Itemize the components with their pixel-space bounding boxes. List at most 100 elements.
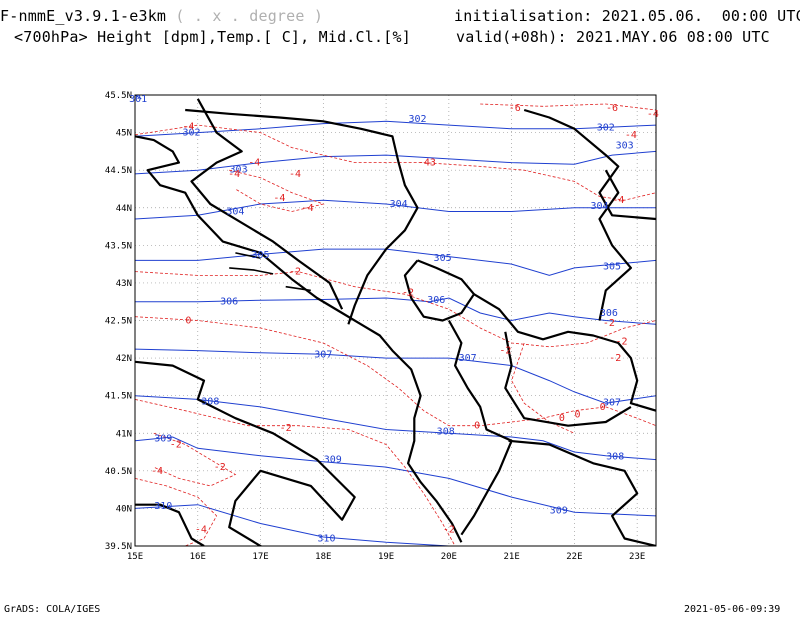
temp-label: -4 [248, 158, 260, 169]
height-label: 309 [154, 434, 172, 445]
temp-label: -2 [499, 346, 511, 357]
height-label: 308 [437, 427, 455, 438]
height-label: 301 [129, 94, 147, 105]
boundary-line [135, 360, 356, 546]
temp-label: -4 [151, 466, 163, 477]
temp-label: -2 [170, 440, 182, 451]
temp-label: -4 [302, 203, 314, 214]
temp-label: -6 [606, 103, 618, 114]
temp-label: -2 [603, 318, 615, 329]
temp-contour-line [135, 271, 656, 348]
height-contour-line [135, 95, 142, 100]
map-frame [134, 94, 657, 547]
valid-value: 2021.MAY.06 08:00 UTC [576, 28, 770, 46]
boundary-line [190, 98, 344, 310]
temp-label: -4 [612, 195, 624, 206]
height-label: 303 [230, 164, 248, 175]
temp-label: -2 [214, 462, 226, 473]
temp-label: 0 [575, 409, 581, 420]
boundary-line [508, 439, 656, 546]
boundary-line [135, 503, 205, 546]
init-time: initialisation: 2021.05.06. 00:00 UTC [454, 7, 800, 25]
lat-tick-label: 43N [116, 279, 132, 289]
lat-tick-label: 42.5N [105, 317, 132, 327]
model-title: F-nmmE_v3.9.1-e3km ( . x . degree ) [0, 7, 323, 25]
lat-tick-label: 44N [116, 204, 132, 214]
height-label: 306 [220, 297, 238, 308]
temp-contour-line [135, 478, 218, 546]
height-label: 308 [201, 397, 219, 408]
height-label: 305 [434, 253, 452, 264]
temp-label: -4 [273, 193, 285, 204]
lat-tick-label: 41.5N [105, 392, 132, 402]
temp-label: 0 [474, 421, 480, 432]
lon-tick-label: 20E [441, 552, 457, 562]
temp-contour-line [135, 124, 656, 201]
lat-tick-label: 45.5N [105, 91, 132, 101]
temp-contour-line [153, 432, 237, 487]
lon-tick-label: 21E [503, 552, 519, 562]
units-note: ( . x . degree ) [175, 7, 324, 25]
temp-label: 0 [185, 316, 191, 327]
height-label: 310 [154, 501, 172, 512]
height-contour-line [135, 199, 656, 220]
height-label: 306 [427, 295, 445, 306]
height-label: 302 [408, 114, 426, 125]
temp-label: -2 [289, 267, 301, 278]
height-label: 302 [597, 122, 615, 133]
coastlines-borders [135, 98, 656, 546]
lon-tick-label: 18E [315, 552, 331, 562]
height-label: 304 [226, 207, 244, 218]
temp-contour-line [135, 399, 456, 546]
temp-label: 0 [559, 413, 565, 424]
lon-tick-label: 16E [190, 552, 206, 562]
height-label: 306 [600, 308, 618, 319]
boundary-line [447, 319, 513, 536]
height-label: 308 [606, 452, 624, 463]
height-contours [135, 95, 656, 546]
temp-label: -4 [195, 524, 207, 535]
temp-contour-line [480, 103, 656, 111]
variables-title: <700hPa> Height [dpm],Temp.[ C], Mid.Cl.… [14, 28, 411, 46]
temp-label: -2 [402, 288, 414, 299]
temp-label: -4 [289, 169, 301, 180]
height-label: 307 [603, 397, 621, 408]
island-outline [235, 252, 261, 259]
boundary-line [473, 293, 656, 412]
lat-tick-label: 39.5N [105, 542, 132, 552]
temp-label: 0 [600, 402, 606, 413]
height-label: 303 [616, 140, 634, 151]
valid-label: valid(+08h): [456, 28, 567, 46]
temp-contour-line [229, 169, 325, 212]
temp-label: -43 [418, 158, 436, 169]
height-label: 305 [252, 250, 270, 261]
lon-tick-label: 23E [629, 552, 645, 562]
temp-label: -2 [443, 524, 455, 535]
lat-tick-label: 45N [116, 129, 132, 139]
lon-tick-label: 17E [252, 552, 268, 562]
temp-label: -6 [509, 103, 521, 114]
temp-label: -2 [615, 337, 627, 348]
init-value: 2021.05.06. 00:00 UTC [601, 7, 800, 25]
lat-tick-label: 40N [116, 504, 132, 514]
model-name: F-nmmE_v3.9.1-e3km [0, 7, 167, 25]
init-label: initialisation: [454, 7, 593, 25]
island-outline [229, 267, 274, 275]
height-contour-line [135, 504, 449, 546]
temp-contour-line [511, 342, 575, 434]
lon-tick-label: 19E [378, 552, 394, 562]
temp-label: -4 [647, 109, 659, 120]
lat-tick-label: 43.5N [105, 241, 132, 251]
height-contour-line [135, 348, 656, 404]
lat-tick-label: 41N [116, 429, 132, 439]
height-label: 309 [550, 506, 568, 517]
boundary-line [598, 169, 632, 321]
temp-label: -2 [280, 423, 292, 434]
longitude-ticks: 15E 16E 17E 18E 19E 20E 21E 22E 23E [127, 552, 645, 562]
lat-tick-label: 40.5N [105, 467, 132, 477]
height-label: 305 [603, 261, 621, 272]
temp-label: -4 [228, 169, 240, 180]
lat-tick-label: 42N [116, 354, 132, 364]
